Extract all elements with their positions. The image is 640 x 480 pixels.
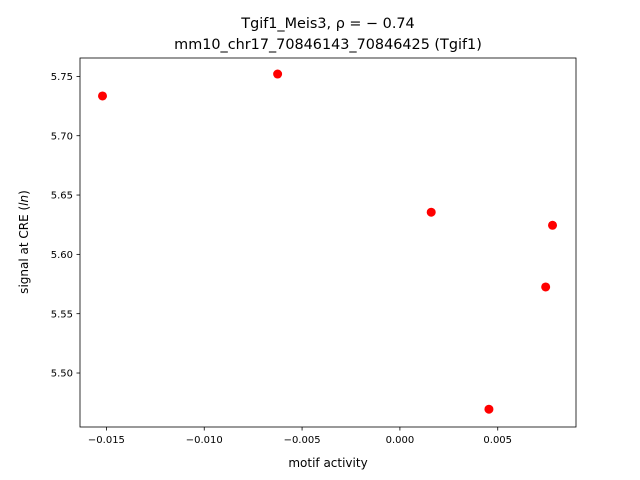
data-point <box>273 69 283 79</box>
data-point <box>541 282 551 292</box>
y-tick-label: 5.70 <box>51 131 73 142</box>
x-tick-label: −0.010 <box>186 435 223 446</box>
x-tick-label: 0.000 <box>386 435 415 446</box>
y-axis-label-italic: ln <box>17 195 31 206</box>
x-tick-label: −0.005 <box>284 435 321 446</box>
data-point <box>426 207 436 217</box>
y-tick-label: 5.75 <box>51 72 73 83</box>
chart-title-line1: Tgif1_Meis3, ρ = − 0.74 <box>240 16 414 32</box>
y-axis-label-prefix: signal at CRE ( <box>17 206 31 294</box>
data-point <box>98 91 108 101</box>
y-axis-label: signal at CRE (ln) <box>17 190 31 294</box>
x-axis-label: motif activity <box>288 456 367 470</box>
x-tick-label: 0.005 <box>483 435 512 446</box>
y-tick-label: 5.50 <box>51 369 73 380</box>
y-tick-label: 5.55 <box>51 309 73 320</box>
data-point <box>484 404 494 414</box>
plot-area: −0.015 −0.010 −0.005 0.000 0.005 5.50 5.55 5.60… <box>51 57 577 446</box>
x-tick-label: −0.015 <box>88 435 125 446</box>
plot-frame <box>79 57 577 428</box>
chart-title-line2: mm10_chr17_70846143_70846425 (Tgif1) <box>174 37 482 53</box>
y-tick-label: 5.65 <box>51 191 73 202</box>
y-tick-label: 5.60 <box>51 250 73 261</box>
y-axis-label-suffix: ) <box>17 190 31 195</box>
data-point <box>548 220 558 230</box>
